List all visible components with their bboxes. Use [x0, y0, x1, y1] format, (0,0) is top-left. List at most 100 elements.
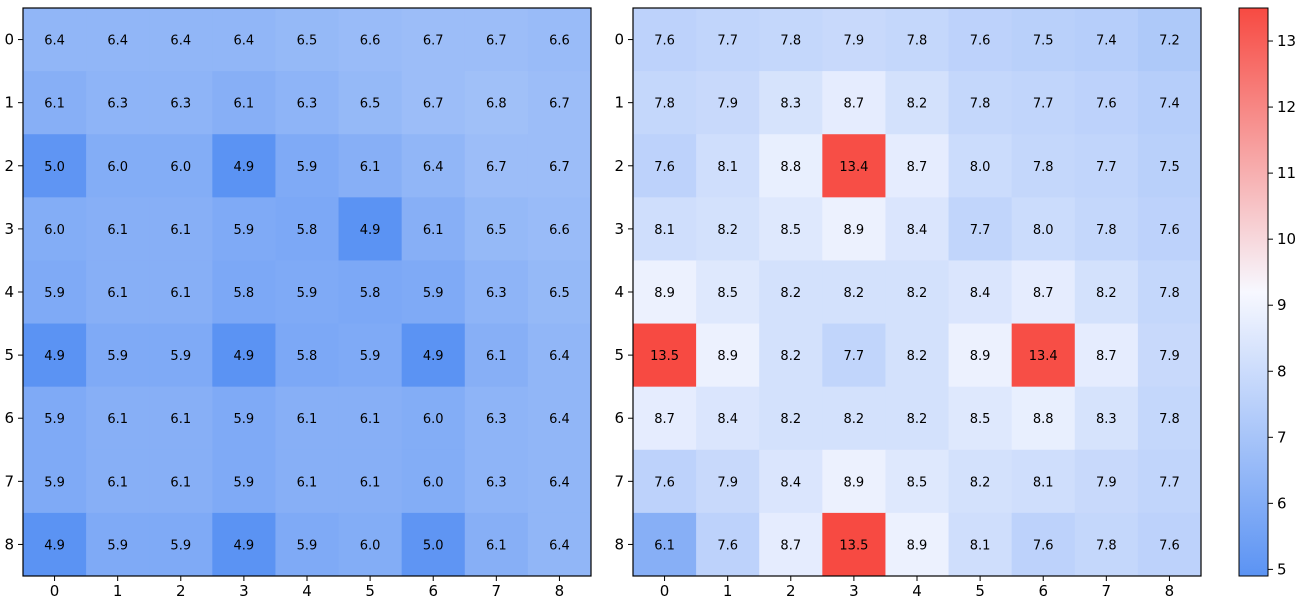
heatmap-cell	[275, 197, 340, 261]
cell-value-label: 8.2	[1096, 286, 1117, 301]
cell-value-label: 7.8	[1159, 286, 1180, 301]
cell-value-label: 6.1	[297, 412, 318, 427]
y-tick-label: 8	[4, 535, 14, 553]
cell-value-label: 8.7	[1096, 349, 1117, 364]
y-tick-label: 1	[4, 94, 14, 112]
cell-value-label: 5.9	[44, 286, 65, 301]
heatmap-cell	[23, 8, 87, 72]
heatmap-cell	[1074, 71, 1139, 135]
heatmap-cell	[759, 512, 823, 577]
cell-value-label: 6.3	[170, 97, 191, 112]
cell-value-label: 8.2	[844, 286, 865, 301]
heatmap-cell	[149, 512, 213, 577]
cell-value-label: 8.8	[780, 160, 801, 175]
cell-value-label: 8.3	[780, 97, 801, 112]
heatmap-cell	[1011, 8, 1076, 72]
cell-value-label: 7.6	[717, 538, 738, 553]
heatmap-cell	[633, 386, 697, 451]
x-tick-label: 2	[786, 582, 796, 599]
cell-value-label: 7.6	[654, 160, 675, 175]
cell-value-label: 8.9	[717, 349, 738, 364]
heatmap-cell	[86, 260, 150, 325]
cell-value-label: 7.5	[1159, 160, 1180, 175]
heatmap-cell	[149, 449, 213, 514]
cell-value-label: 6.4	[549, 475, 570, 490]
heatmap-cell	[338, 260, 403, 325]
cell-value-label: 6.3	[486, 412, 507, 427]
cell-value-label: 7.9	[717, 475, 738, 490]
y-tick-label: 2	[4, 157, 14, 175]
heatmap-cell	[1011, 449, 1076, 514]
cell-value-label: 5.0	[44, 160, 65, 175]
cell-value-label: 4.9	[44, 349, 65, 364]
heatmap-cell	[822, 449, 886, 514]
heatmap-cell	[212, 386, 276, 451]
heatmap-cell	[527, 323, 592, 388]
cell-value-label: 6.0	[107, 160, 128, 175]
cell-value-label: 8.9	[654, 286, 675, 301]
cell-value-label: 5.9	[423, 286, 444, 301]
cell-value-label: 7.7	[717, 34, 738, 49]
heatmap-cell	[212, 260, 276, 325]
heatmap-cell	[23, 260, 87, 325]
cell-value-label: 8.2	[907, 286, 928, 301]
heatmap-cell	[696, 386, 760, 451]
cell-value-label: 7.8	[1033, 160, 1054, 175]
heatmap-cell	[527, 8, 592, 72]
cell-value-label: 5.8	[360, 286, 381, 301]
y-tick-label: 4	[614, 283, 624, 301]
cell-value-label: 8.7	[654, 412, 675, 427]
heatmap-cell	[885, 449, 950, 514]
cell-value-label: 7.5	[1033, 34, 1054, 49]
cell-value-label: 8.2	[717, 223, 738, 238]
heatmap-cell	[759, 197, 823, 261]
heatmap-cell	[696, 449, 760, 514]
cell-value-label: 5.0	[423, 538, 444, 553]
cell-value-label: 6.1	[170, 475, 191, 490]
cell-value-label: 8.2	[844, 412, 865, 427]
heatmap-cell	[149, 386, 213, 451]
heatmap-cell	[1074, 512, 1139, 577]
right-heatmap-panel: 7.6 7.7 7.8 7.9 7.8 7.6 7.5 7.4 7.2 7.8 7.9 8.3 8.7 8…	[614, 7, 1202, 599]
heatmap-cell	[822, 260, 886, 325]
heatmap-cell	[527, 386, 592, 451]
heatmap-cell	[633, 197, 697, 261]
heatmap-cell	[527, 512, 592, 577]
cell-value-label: 6.1	[234, 97, 255, 112]
cell-value-label: 5.9	[44, 412, 65, 427]
heatmap-cell	[464, 134, 529, 198]
y-tick-label: 0	[4, 31, 14, 49]
cell-value-label: 6.3	[486, 475, 507, 490]
heatmap-cell	[633, 71, 697, 135]
heatmap-cell	[633, 134, 697, 198]
heatmap-cell	[822, 512, 886, 577]
cell-value-label: 8.5	[907, 475, 928, 490]
heatmap-cell	[86, 323, 150, 388]
heatmap-cell	[86, 386, 150, 451]
cell-value-label: 6.1	[107, 412, 128, 427]
cell-value-label: 6.4	[549, 538, 570, 553]
heatmap-cell	[822, 8, 886, 72]
cell-value-label: 7.4	[1159, 97, 1180, 112]
cell-value-label: 8.2	[780, 412, 801, 427]
colorbar-tick-label: 5	[1277, 560, 1287, 578]
heatmap-cell	[464, 8, 529, 72]
heatmap-cell	[86, 197, 150, 261]
colorbar-tick-label: 7	[1277, 428, 1287, 446]
heatmap-cell	[86, 512, 150, 577]
cell-value-label: 6.0	[360, 538, 381, 553]
heatmap-cell	[338, 323, 403, 388]
heatmap-cell	[275, 134, 340, 198]
heatmap-cell	[23, 134, 87, 198]
y-tick-label: 5	[614, 346, 624, 364]
heatmap-cell	[885, 323, 950, 388]
heatmap-cell	[149, 8, 213, 72]
cell-value-label: 7.6	[1096, 97, 1117, 112]
cell-value-label: 7.8	[1096, 538, 1117, 553]
heatmap-cell	[885, 386, 950, 451]
heatmap-cell	[527, 134, 592, 198]
cell-value-label: 6.7	[486, 160, 507, 175]
cell-value-label: 6.0	[423, 412, 444, 427]
heatmap-cell	[1074, 197, 1139, 261]
